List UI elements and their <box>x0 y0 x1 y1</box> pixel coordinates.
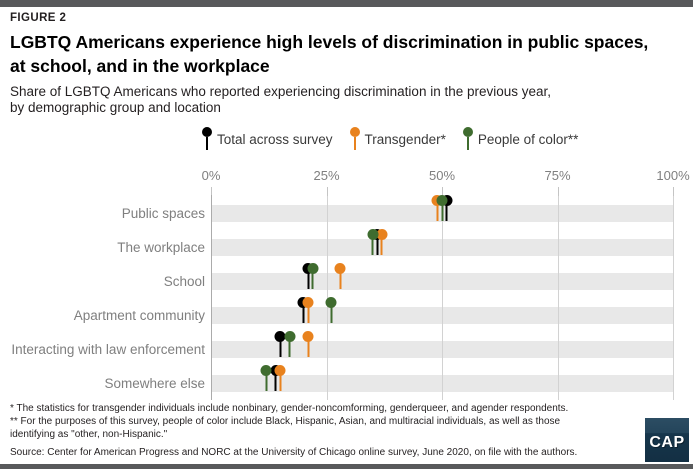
lollipop-dot <box>274 364 286 376</box>
lollipop-marker <box>376 228 388 255</box>
chart-subtitle: Share of LGBTQ Americans who reported ex… <box>10 84 552 115</box>
bottom-divider-bar <box>0 464 693 469</box>
lollipop-stem <box>307 340 310 357</box>
lollipop-dot <box>334 262 346 274</box>
legend-stem <box>353 137 356 150</box>
x-axis-tick <box>557 187 559 196</box>
lollipop-marker <box>367 228 379 255</box>
lollipop-marker <box>302 296 314 323</box>
x-axis-tick <box>673 187 674 196</box>
lollipop-stem <box>330 306 333 323</box>
lollipop-dot <box>376 228 388 240</box>
category-labels: Public spaces The workplace School Apartmen… <box>0 196 205 400</box>
axis-zero-line <box>211 195 212 400</box>
source-line: Source: Center for American Progress and… <box>10 447 578 458</box>
x-axis-tick-marks <box>211 187 674 196</box>
category-label: Apartment community <box>73 308 205 323</box>
x-axis-tick-label: 25% <box>313 168 340 183</box>
gridline <box>557 196 559 400</box>
legend-label: Transgender* <box>364 132 446 147</box>
lollipop-stem <box>302 306 305 323</box>
lollipop-stem <box>307 272 310 289</box>
lollipop-stem <box>436 204 439 221</box>
lollipop-stem <box>441 204 443 221</box>
x-axis-tick-labels: 0% 25% 50% 75% 100% <box>202 168 690 184</box>
lollipop-stem <box>380 238 383 255</box>
category-label: Interacting with law enforcement <box>11 342 205 357</box>
lollipop-marker <box>436 194 448 221</box>
legend-lollipop-icon <box>462 127 473 150</box>
top-divider-bar <box>0 0 693 7</box>
lollipop-marker <box>325 296 337 323</box>
gridline <box>442 196 443 400</box>
plot-area <box>211 194 674 400</box>
legend-lollipop-icon <box>349 127 360 150</box>
lollipop-dot <box>307 262 319 274</box>
lollipop-stem <box>376 238 379 255</box>
legend-item: People of color** <box>462 127 579 150</box>
category-label: School <box>163 274 205 289</box>
legend-dot <box>202 127 212 137</box>
lollipop-stem <box>288 340 291 357</box>
lollipop-marker <box>334 262 346 289</box>
x-axis-tick <box>326 187 328 196</box>
x-axis-tick-label: 75% <box>544 168 571 183</box>
lollipop-marker <box>274 330 286 357</box>
legend-lollipop-icon <box>202 127 212 150</box>
chart-legend: Total across survey Transgender* People of… <box>202 127 578 150</box>
lollipop-stem <box>445 204 448 221</box>
category-label: The workplace <box>117 240 205 255</box>
lollipop-marker <box>274 364 286 391</box>
figure-label: FIGURE 2 <box>10 12 67 24</box>
legend-label: Total across survey <box>217 132 333 147</box>
x-axis-tick-label: 50% <box>428 168 456 183</box>
lollipop-stem <box>279 374 282 391</box>
lollipop-marker <box>260 364 272 391</box>
lollipop-stem <box>265 374 268 391</box>
legend-label: People of color** <box>477 132 579 147</box>
lollipop-stem <box>274 374 277 391</box>
footnotes: * The statistics for transgender individ… <box>10 402 602 441</box>
lollipop-dot <box>284 330 296 342</box>
legend-stem <box>206 137 208 150</box>
lollipop-dot <box>302 330 314 342</box>
lollipop-stem <box>307 306 310 323</box>
x-axis-tick <box>442 187 443 196</box>
category-label: Public spaces <box>121 206 205 221</box>
lollipop-marker <box>307 262 319 289</box>
x-axis-tick <box>211 187 212 196</box>
cap-logo: CAP <box>645 418 689 462</box>
legend-item: Total across survey <box>202 127 333 150</box>
lollipop-dot <box>260 364 272 376</box>
lollipop-stem <box>339 272 342 289</box>
legend-stem <box>466 137 469 150</box>
lollipop-marker <box>284 330 296 357</box>
x-axis-tick-label: 0% <box>201 168 221 183</box>
footnote-transgender: * The statistics for transgender individ… <box>10 403 569 414</box>
gridline <box>673 196 674 400</box>
legend-item: Transgender* <box>349 127 446 150</box>
legend-dot <box>462 127 473 137</box>
lollipop-dot <box>367 228 379 240</box>
cap-logo-text: CAP <box>649 434 685 451</box>
lollipop-stem <box>371 238 374 255</box>
category-label: Somewhere else <box>104 376 205 391</box>
footnote-people-of-color: ** For the purposes of this survey, peop… <box>10 416 561 440</box>
lollipop-marker <box>302 330 314 357</box>
x-axis-tick-label: 100% <box>656 168 690 183</box>
lollipop-dot <box>436 194 448 206</box>
lollipop-stem <box>279 340 282 357</box>
lollipop-dot <box>302 296 314 308</box>
page-title: LGBTQ Americans experience high levels o… <box>10 32 649 76</box>
lollipop-dot <box>325 296 337 308</box>
lollipop-dot <box>274 330 286 342</box>
lollipop-stem <box>311 272 314 289</box>
legend-dot <box>349 127 360 137</box>
